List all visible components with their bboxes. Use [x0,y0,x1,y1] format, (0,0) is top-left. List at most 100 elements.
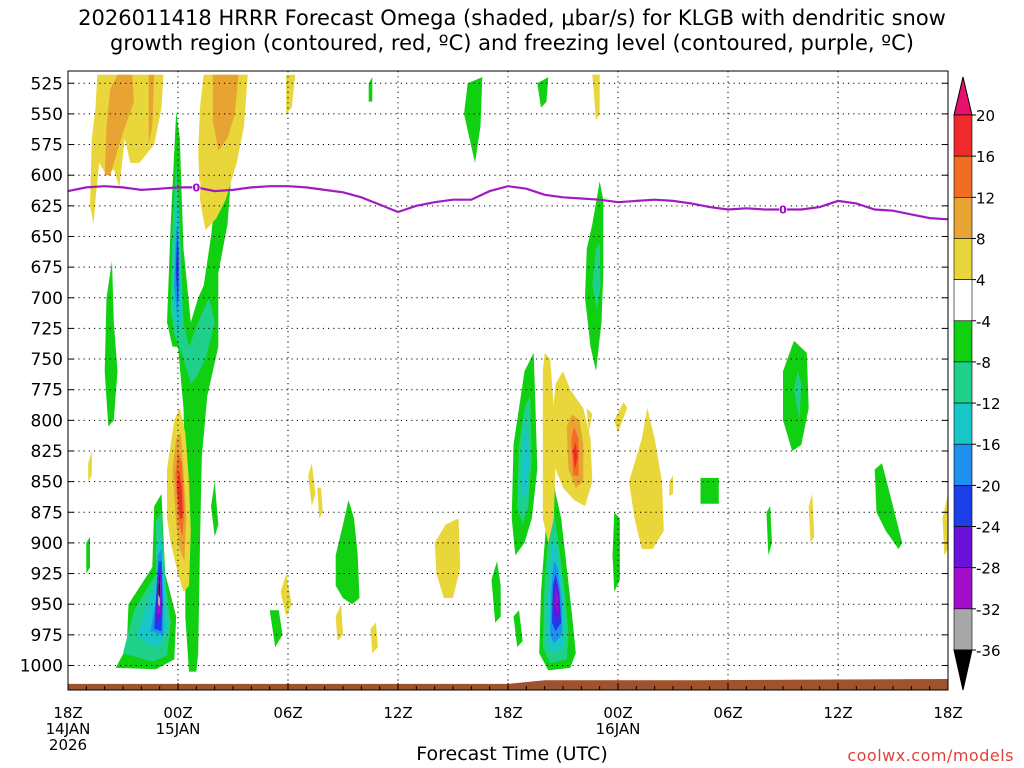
colorbar-bin--16 [953,402,973,445]
y-axis: 525 550 575 600 625 650 675 700 725 750 775 800 825 8… [20,74,948,676]
y-tick-label-850: 850 [31,473,63,493]
y-tick-label-575: 575 [31,136,63,156]
omega-contour--8 [592,242,601,310]
colorbar-label-4: 4 [976,272,986,290]
y-tick-label-1000: 1000 [20,656,63,676]
omega-contour--4 [700,477,719,504]
omega-contour-4 [308,463,316,507]
chart-title-line2: growth region (contoured, red, ºC) and f… [110,31,914,55]
omega-contour--4 [86,536,90,574]
colorbar-top-arrow [953,76,973,116]
omega-contour-4 [542,352,556,543]
omega-contour--4 [104,261,118,427]
omega-contour--28 [554,585,559,614]
freezing-label-bg [779,203,787,216]
omega-contour--4 [766,506,772,556]
y-tick-label-525: 525 [31,74,63,94]
x-tick-label-18-0: 12Z [383,704,412,722]
omega-contour-4 [586,408,593,433]
x-tick-label-30-0: 00Z [603,704,632,722]
descent-low-level-16jan [542,352,673,549]
omega-contour-4 [88,451,92,482]
x-tick-label-0-2: 2026 [49,736,87,754]
y-tick-label-550: 550 [31,105,63,125]
x-tick-label-0-0: 18Z [53,704,82,722]
omega-contour--4 [612,512,620,592]
colorbar-label-8: 8 [976,230,986,248]
y-tick-label-875: 875 [31,503,63,523]
y-tick-label-725: 725 [31,319,63,339]
omega-contour-4 [286,74,296,114]
omega-contour--4 [269,610,283,648]
omega-contour-4 [370,622,378,654]
omega-shading-layer [86,74,948,672]
omega-contour-4 [434,518,461,599]
x-tick-label-30-1: 16JAN [596,720,641,738]
omega-contour--4 [537,77,549,108]
y-tick-label-975: 975 [31,626,63,646]
omega-contour--4 [513,610,523,648]
ascent-upper-16jan [585,181,604,372]
omega-contour-4 [280,573,292,617]
x-tick-label-6-0: 00Z [163,704,192,722]
y-tick-label-600: 600 [31,166,63,186]
y-tick-label-675: 675 [31,258,63,278]
ascent-mid-level-16jan [511,352,538,556]
descent-low-level-15jan [167,408,191,592]
omega-contour-8 [104,74,134,176]
freezing-level-label: 0 [779,204,787,217]
freezing-level-line [67,185,949,221]
colorbar: 20 16 12 8 4 -4 -8 -12 -16 -20 -24 -28 -32 -36 [953,76,1001,691]
colorbar-bin-16 [953,114,973,157]
omega-contour-4 [614,402,628,433]
omega-contour-16 [573,442,578,470]
omega-contour--4 [491,561,501,623]
y-tick-label-900: 900 [31,534,63,554]
y-tick-label-625: 625 [31,197,63,217]
omega-contour--8 [794,371,802,421]
x-tick-label-12-0: 06Z [273,704,302,722]
ascent-low-level-15jan [115,493,177,670]
freezing-level-layer: 00 [67,181,949,221]
omega-contour--4 [167,111,232,672]
x-tick-label-0-1: 14JAN [46,720,91,738]
ascent-small-cells [86,77,903,648]
omega-contour--4 [368,77,373,102]
omega-contour-4 [317,487,323,519]
colorbar-bin-12 [953,155,973,198]
colorbar-bin-8 [953,197,973,239]
omega-contour-4 [669,475,673,497]
omega-contour-4 [808,493,815,543]
colorbar-label-20: 20 [976,107,995,125]
y-tick-label-700: 700 [31,289,63,309]
colorbar-label--20: -20 [976,477,1001,495]
colorbar-bin--32 [953,567,973,610]
colorbar-label--28: -28 [976,560,1001,578]
grid-lines [68,71,948,690]
omega-contour-4 [335,604,343,641]
y-tick-label-650: 650 [31,227,63,247]
colorbar-label--8: -8 [976,354,991,372]
colorbar-label--12: -12 [976,395,1001,413]
colorbar-label-16: 16 [976,148,995,166]
descent-upper-15jan [90,74,600,231]
y-tick-label-950: 950 [31,595,63,615]
omega-contour-16 [177,469,183,519]
x-tick-label-42-0: 12Z [823,704,852,722]
colorbar-bin--4 [953,279,973,322]
freezing-label-bg [192,181,201,194]
omega-contour-4 [629,408,664,549]
descent-small-cells [88,451,948,654]
colorbar-label--36: -36 [976,642,1001,660]
omega-contour--4 [211,481,219,537]
watermark: coolwx.com/models [847,746,1014,765]
chart-title: 2026011418 HRRR Forecast Omega (shaded, … [0,6,1024,56]
omega-contour--4 [335,500,360,605]
colorbar-bin--24 [953,485,973,527]
x-tick-label-36-0: 06Z [713,704,742,722]
x-tick-label-6-1: 15JAN [156,720,201,738]
colorbar-bottom-arrow [953,649,973,691]
freezing-level-label: 0 [193,181,201,194]
